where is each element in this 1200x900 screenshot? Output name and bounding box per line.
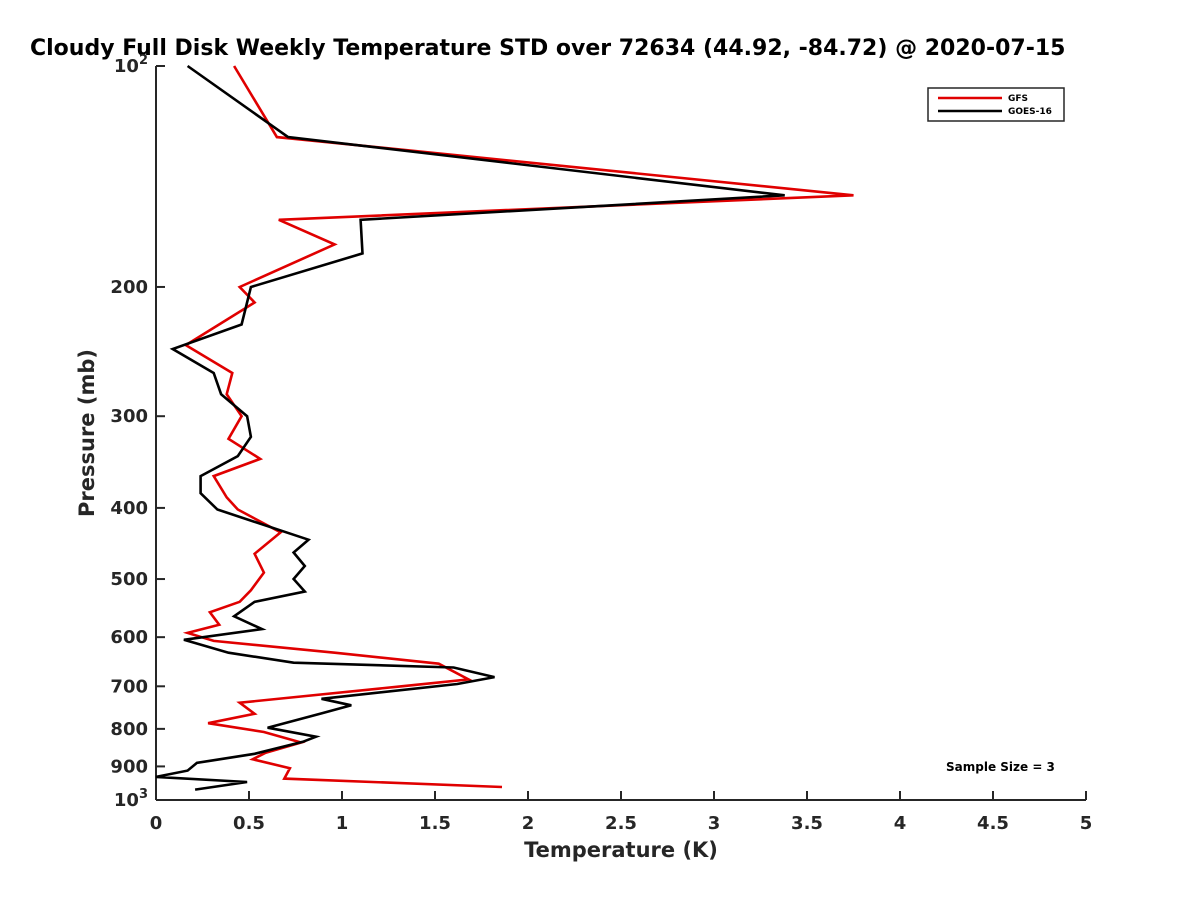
x-tick-label: 2.5 (605, 813, 637, 834)
plot-area: 0 0.5 1 1.5 2 2.5 3 3.5 4 4.5 5 102200300400500600… (110, 53, 1092, 834)
x-tick-label: 3 (708, 813, 721, 834)
x-tick-label: 4 (894, 813, 907, 834)
y-tick-label: 900 (110, 756, 148, 777)
legend: GFS GOES-16 (927, 87, 1065, 122)
y-tick-label: 300 (110, 406, 148, 427)
series-layer (155, 64, 854, 791)
sample-size-annotation: Sample Size = 3 (946, 760, 1055, 774)
y-tick-exponent: 3 (139, 787, 148, 802)
y-tick-label: 102 (114, 53, 148, 77)
x-tick-label: 1 (336, 813, 349, 834)
y-tick-label: 400 (110, 498, 148, 519)
x-tick-label: 1.5 (419, 813, 451, 834)
series-line-goes-16 (155, 64, 785, 791)
y-tick-label: 103 (114, 787, 148, 811)
legend-label-goes-16: GOES-16 (1008, 107, 1052, 117)
y-tick-label: 800 (110, 719, 148, 740)
x-tick-label: 0 (150, 813, 163, 834)
x-tick-label: 0.5 (233, 813, 265, 834)
chart-title: Cloudy Full Disk Weekly Temperature STD … (30, 36, 1065, 61)
legend-label-gfs: GFS (1008, 94, 1028, 104)
series-line-gfs (182, 65, 854, 789)
x-axis-label: Temperature (K) (524, 838, 718, 862)
y-tick-exponent: 2 (139, 53, 148, 68)
x-tick-label: 5 (1080, 813, 1093, 834)
y-tick-base: 10 (114, 56, 139, 77)
y-tick-label: 200 (110, 277, 148, 298)
x-tick-label: 2 (522, 813, 535, 834)
y-tick-label: 600 (110, 627, 148, 648)
y-axis-label: Pressure (mb) (75, 349, 99, 517)
x-ticks: 0 0.5 1 1.5 2 2.5 3 3.5 4 4.5 5 (150, 791, 1093, 834)
legend-box (927, 87, 1065, 122)
y-tick-base: 10 (114, 790, 139, 811)
x-tick-label: 3.5 (791, 813, 823, 834)
y-tick-label: 700 (110, 676, 148, 697)
y-tick-label: 500 (110, 569, 148, 590)
x-tick-label: 4.5 (977, 813, 1009, 834)
